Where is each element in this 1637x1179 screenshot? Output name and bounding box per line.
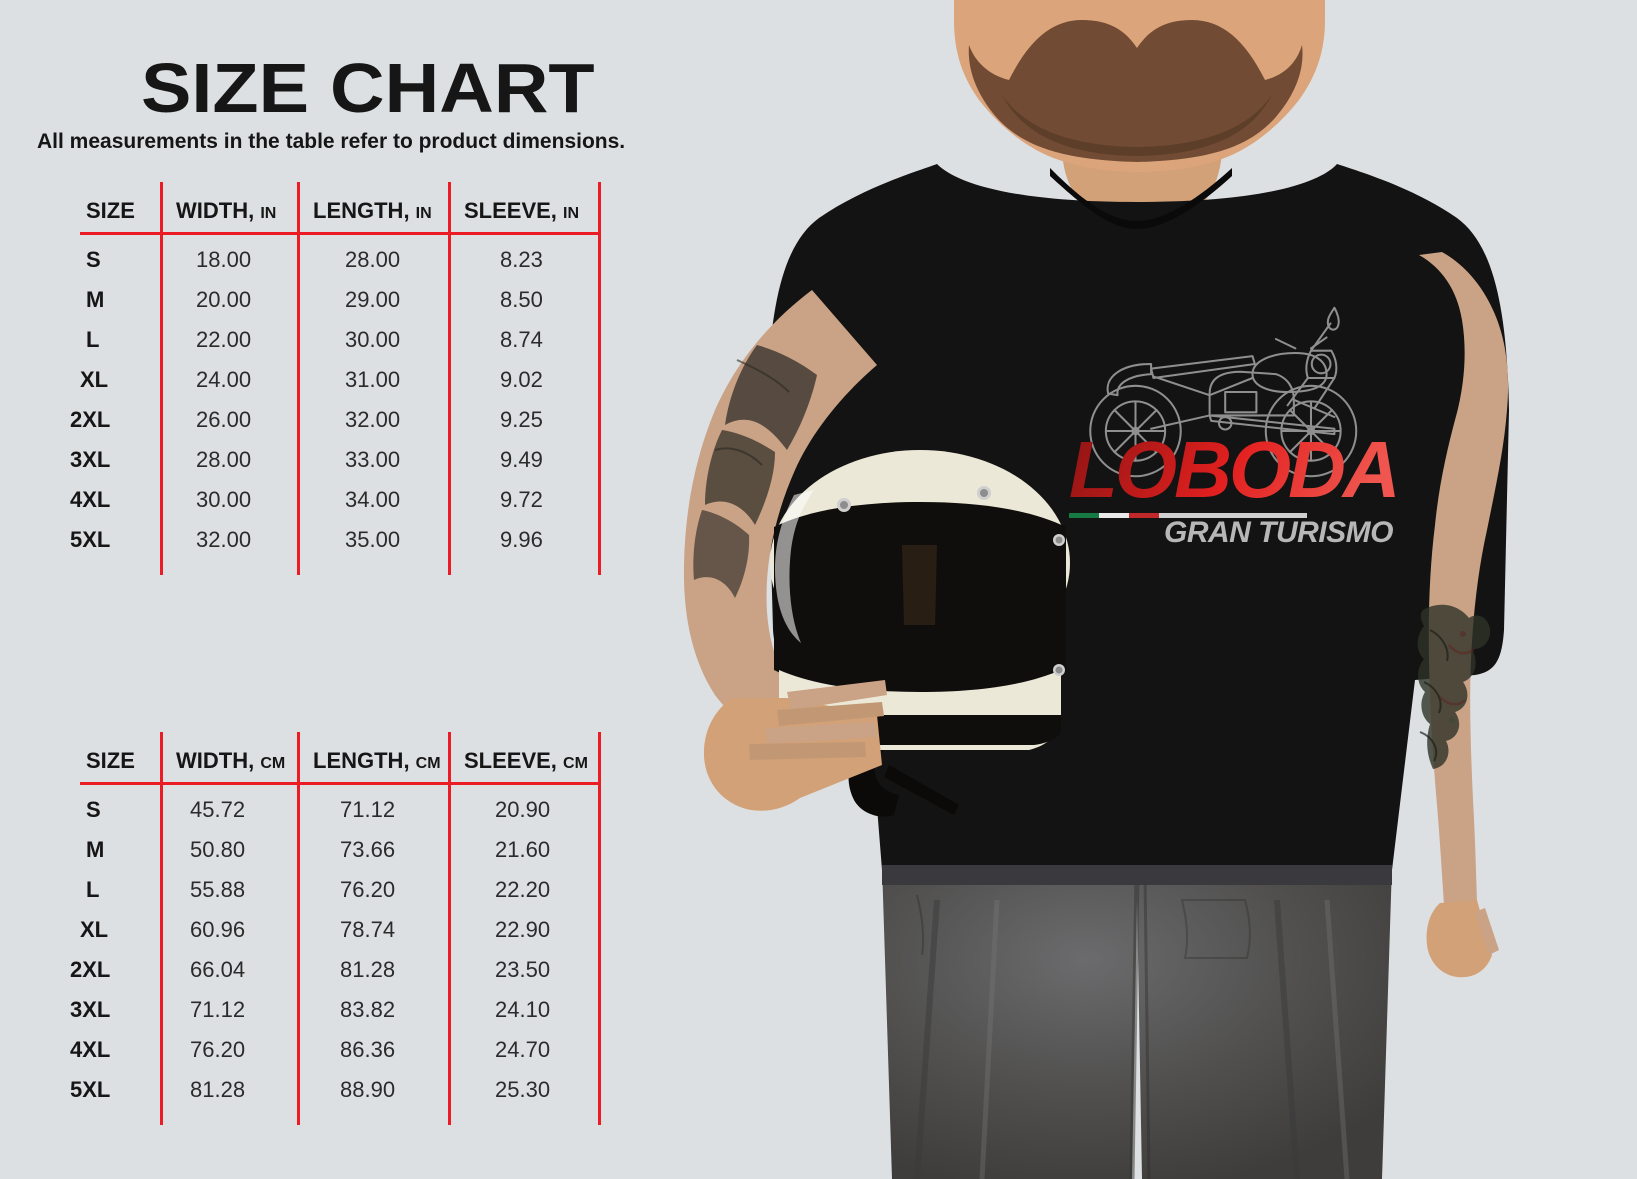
svg-text:GRAN TURISMO: GRAN TURISMO (1164, 516, 1393, 549)
svg-text:LOBODA: LOBODA (1069, 425, 1398, 514)
